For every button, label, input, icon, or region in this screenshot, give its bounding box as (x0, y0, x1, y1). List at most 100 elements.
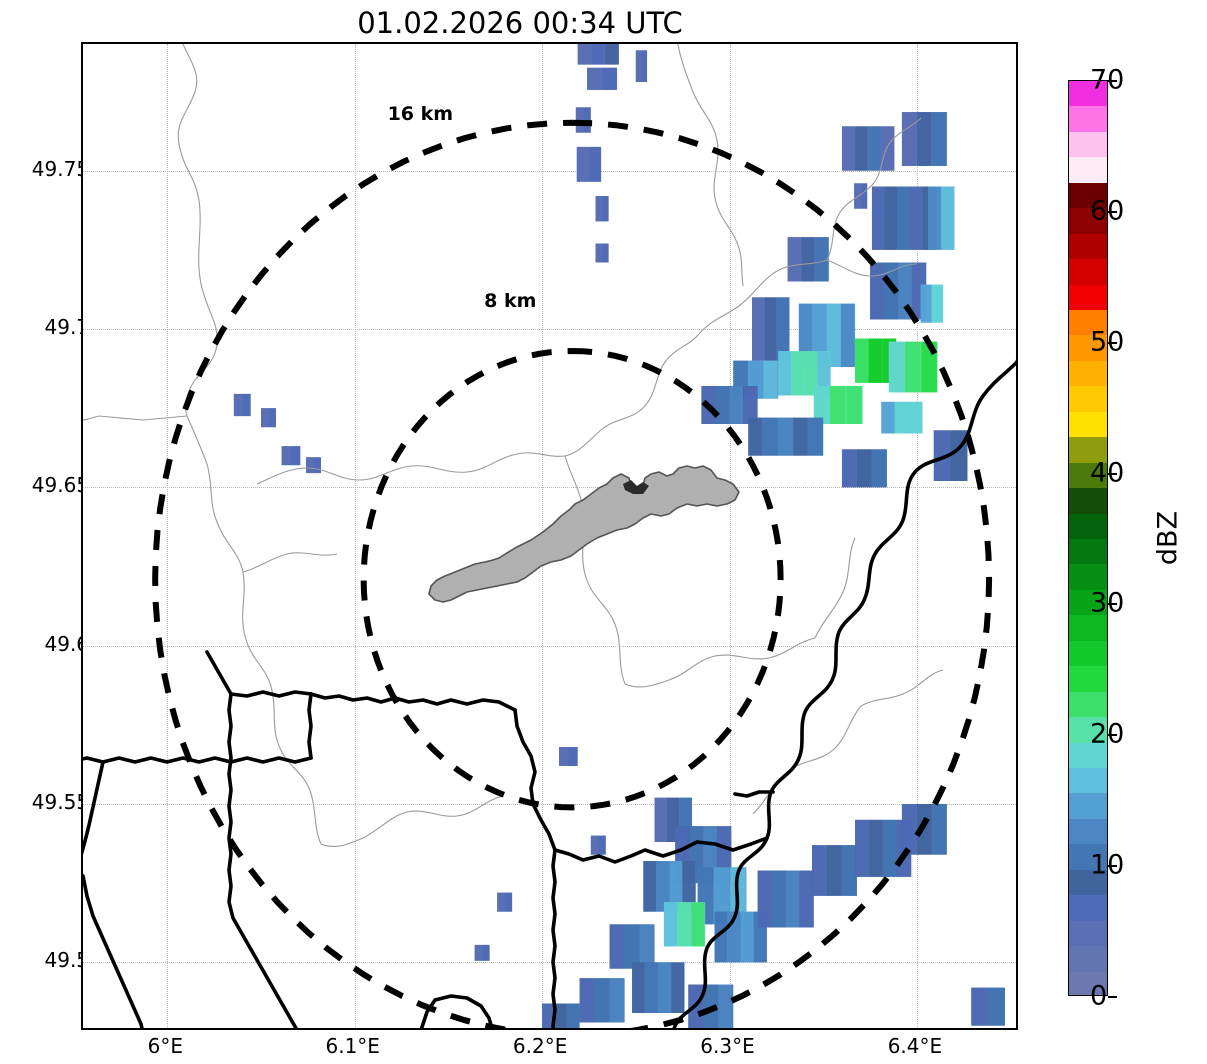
gridline-horizontal (83, 329, 1016, 330)
gridline-horizontal (83, 487, 1016, 489)
radar-cell-subblock (281, 446, 291, 466)
radar-cell-subblock (813, 386, 830, 424)
radar-cell-subblock (645, 962, 658, 1013)
colorbar-band (1069, 818, 1107, 845)
radar-cell-subblock (771, 870, 786, 928)
radar-cell-subblock (605, 44, 619, 65)
radar-cell-subblock (830, 386, 846, 424)
colorbar-tick-mark (1108, 865, 1117, 868)
radar-cell-subblock (897, 186, 910, 250)
radar-cell-subblock (870, 262, 884, 320)
range-ring (360, 347, 784, 811)
colorbar-band (1069, 564, 1107, 590)
colorbar-tick-label: 40 (1090, 457, 1125, 489)
radar-cell-subblock (855, 819, 869, 877)
radar-cell-subblock (787, 237, 801, 282)
urban-area-polygon (428, 465, 740, 603)
colorbar-band (1069, 284, 1107, 310)
colorbar-band (1069, 666, 1107, 692)
radar-cell-subblock (594, 978, 609, 1023)
colorbar-band (1069, 640, 1107, 667)
radar-cell-subblock (764, 297, 777, 361)
colorbar-band (1069, 157, 1107, 183)
radar-cell-subblock (808, 417, 823, 456)
radar-cell-subblock (869, 819, 883, 877)
radar-cell-subblock (591, 44, 605, 65)
colorbar[interactable] (1068, 80, 1108, 996)
radar-cell-subblock (811, 845, 827, 896)
radar-cell-subblock (504, 892, 512, 912)
radar-cell-subblock (602, 243, 609, 263)
colorbar-band (1069, 208, 1107, 234)
map-plot-area[interactable]: 8 km 16 km (81, 42, 1018, 1030)
radar-cell-subblock (941, 186, 954, 250)
radar-cell-subblock (856, 449, 872, 488)
longitude-tick-label: 6.4°E (887, 1034, 943, 1058)
geography-layer (83, 44, 1016, 1028)
radar-cell-subblock (931, 284, 943, 323)
gridline-vertical (167, 44, 169, 1028)
radar-cell-subblock (602, 196, 609, 222)
radar-cell-subblock (988, 987, 1005, 1026)
range-ring (152, 119, 993, 1028)
colorbar-band (1069, 437, 1107, 463)
country-border (83, 359, 1016, 1028)
colorbar-tick-label: 0 (1090, 980, 1108, 1012)
radar-cell-subblock (667, 797, 680, 842)
radar-cell-subblock (931, 112, 947, 166)
radar-cell-subblock (554, 1003, 567, 1028)
gridline-horizontal (83, 170, 1016, 172)
radar-cell-subblock (677, 902, 691, 947)
radar-cell-subblock (778, 351, 791, 396)
radar-cell-subblock (791, 351, 804, 396)
longitude-tick-label: 6.3°E (700, 1034, 755, 1058)
radar-cell-subblock (801, 237, 815, 282)
gridline-vertical (354, 44, 356, 1028)
gridline-vertical (729, 44, 731, 1028)
radar-cell-subblock (568, 747, 578, 766)
page-title: 01.02.2026 00:34 UTC (357, 6, 683, 40)
radar-cell-subblock (713, 867, 730, 925)
radar-cell-subblock (799, 870, 814, 928)
radar-cell-subblock (785, 870, 800, 928)
radar-cell-subblock (641, 50, 647, 82)
radar-cell-subblock (881, 126, 894, 171)
colorbar-band (1069, 462, 1107, 489)
radar-cell-subblock (740, 911, 754, 963)
radar-cell-subblock (931, 804, 947, 855)
radar-cell-subblock (841, 303, 855, 367)
radar-cell-subblock (313, 457, 321, 474)
radar-cell-subblock (757, 870, 772, 928)
colorbar-band (1069, 589, 1107, 616)
colorbar-band (1069, 717, 1107, 743)
radar-cell-subblock (598, 835, 606, 855)
radar-cell-subblock (817, 351, 831, 396)
radar-cell-subblock (933, 430, 950, 481)
radar-cell-subblock (895, 401, 909, 434)
longitude-tick-label: 6°E (147, 1034, 184, 1058)
gridline-horizontal (83, 804, 1016, 805)
radar-cell-subblock (883, 819, 897, 877)
radar-cell-subblock (920, 284, 932, 323)
colorbar-band (1069, 310, 1107, 336)
radar-cell-subblock (901, 112, 917, 166)
radar-cell-subblock (916, 112, 932, 166)
colorbar-tick-label: 10 (1090, 849, 1125, 881)
colorbar-band (1069, 488, 1107, 514)
radar-cell-subblock (793, 417, 808, 456)
radar-cell-subblock (579, 978, 595, 1023)
radar-cell-subblock (752, 297, 765, 361)
radar-cell-subblock (928, 186, 941, 250)
radar-cell-subblock (558, 747, 568, 766)
radar-cell-subblock (763, 360, 778, 399)
radar-cell-subblock (482, 944, 490, 961)
colorbar-band (1069, 615, 1107, 641)
range-rings-layer (152, 119, 993, 1028)
colorbar-band (1069, 513, 1107, 539)
colorbar-tick-label: 30 (1090, 587, 1125, 619)
radar-cell-subblock (583, 107, 591, 133)
radar-cell-subblock (679, 797, 692, 842)
colorbar-tick-label: 70 (1090, 64, 1125, 96)
radar-cell-subblock (763, 417, 778, 456)
colorbar-band (1069, 81, 1107, 107)
